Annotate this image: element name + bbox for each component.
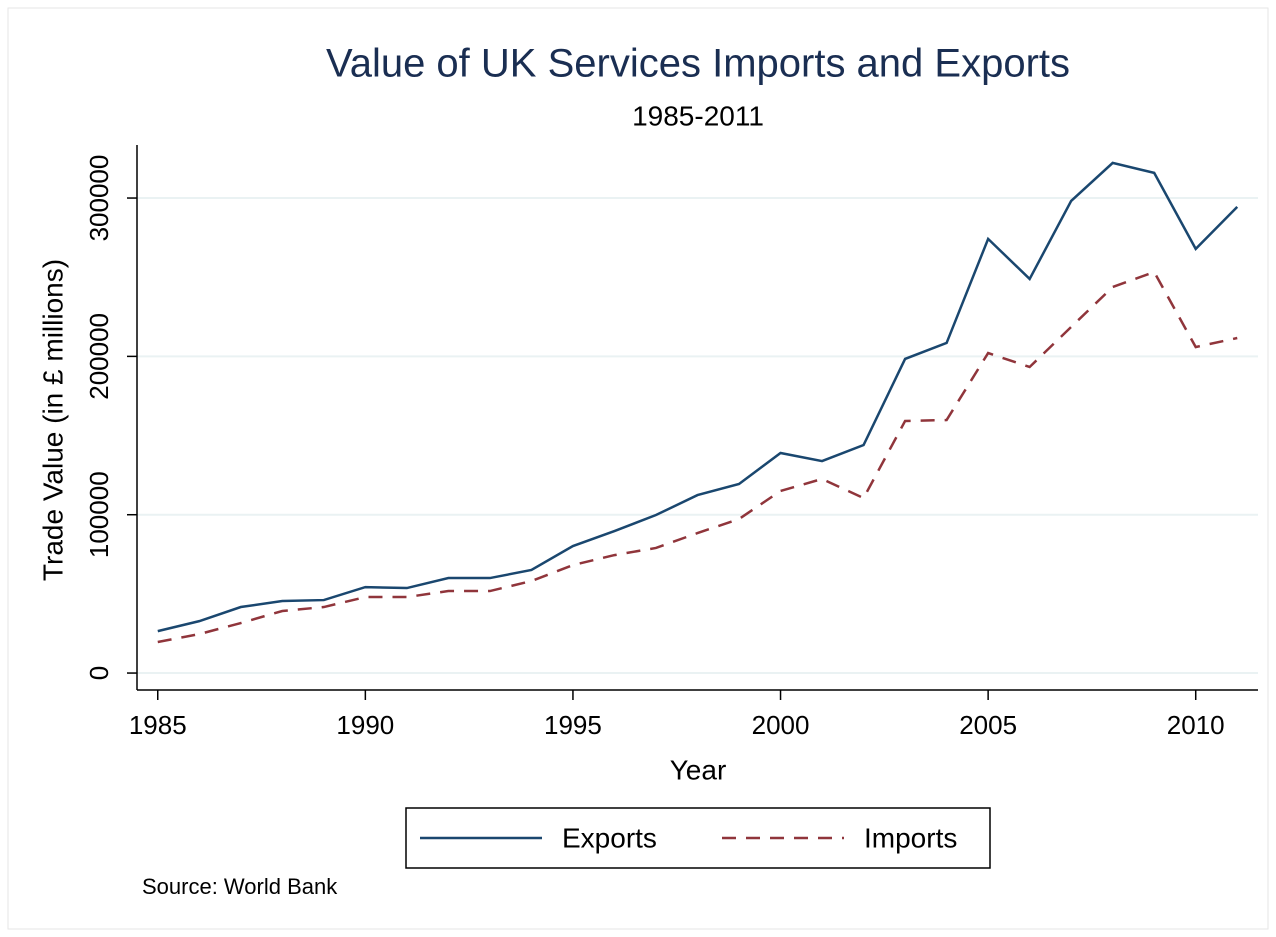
y-tick-label: 100000 [84,471,114,558]
y-axis-label: Trade Value (in £ millions) [37,259,68,581]
source-note: Source: World Bank [142,874,338,899]
x-tick-label: 2010 [1167,710,1225,740]
y-tick-label: 0 [84,666,114,680]
y-tick-label: 300000 [84,155,114,242]
x-tick-label: 1990 [336,710,394,740]
chart-subtitle: 1985-2011 [632,100,764,131]
line-series [157,270,1238,644]
x-tick-label: 1985 [129,710,187,740]
y-tick-label: 200000 [84,313,114,400]
frame [7,7,1269,930]
x-axis-label: Year [670,754,727,785]
x-tick-label: 1995 [544,710,602,740]
line-series [157,161,1239,633]
legend-label: Imports [864,822,957,853]
x-tick-label: 2005 [959,710,1017,740]
legend-label: Exports [562,822,657,853]
x-tick-label: 2000 [752,710,810,740]
chart-title: Value of UK Services Imports and Exports [326,42,1070,86]
